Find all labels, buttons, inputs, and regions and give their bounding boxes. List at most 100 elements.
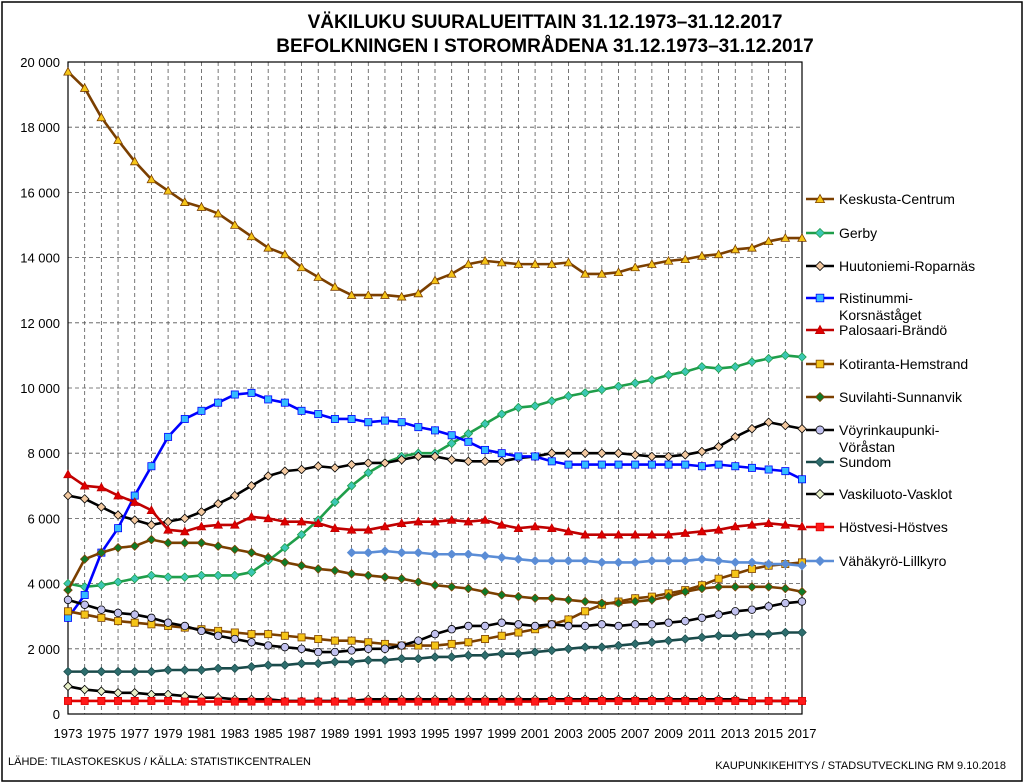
data-point (630, 596, 640, 607)
data-point (163, 185, 173, 195)
data-point (614, 460, 623, 469)
data-point (580, 268, 591, 278)
data-point (113, 666, 123, 677)
data-point (413, 288, 424, 298)
data-point (530, 556, 540, 566)
data-point (663, 556, 674, 566)
data-point (714, 574, 723, 583)
data-point (480, 621, 490, 631)
data-point (747, 463, 756, 472)
data-point (264, 630, 273, 639)
data-point (680, 528, 691, 537)
data-point (263, 552, 273, 563)
data-point (214, 398, 223, 407)
data-point (197, 406, 206, 415)
data-point (430, 629, 440, 639)
data-point (714, 696, 723, 705)
legend-entry: Ristinummi-Korsnäståget (806, 290, 922, 323)
data-point (496, 456, 507, 467)
data-point (697, 250, 707, 260)
data-point (563, 257, 574, 267)
data-point (96, 547, 107, 558)
data-point (297, 406, 306, 415)
data-point (613, 529, 624, 539)
y-axis-tick-labels: 0 2 000 4 000 6 000 8 000 10 000 12 000 14 000 1… (20, 55, 60, 722)
data-point (113, 490, 123, 500)
data-point (96, 112, 107, 122)
data-point (663, 370, 674, 380)
data-point (513, 648, 524, 659)
legend-label: Gerby (839, 225, 877, 241)
data-point (213, 519, 224, 529)
data-point (580, 388, 590, 398)
data-point (346, 459, 357, 470)
data-point (446, 438, 457, 449)
data-point (580, 448, 590, 458)
data-point (596, 529, 607, 539)
data-point (563, 391, 574, 401)
data-point (713, 441, 724, 452)
data-point (380, 546, 390, 556)
data-point (129, 666, 140, 677)
data-point (63, 585, 73, 595)
data-point (447, 625, 456, 634)
data-point (380, 644, 390, 653)
legend-entry: Keskusta-Centrum (806, 191, 955, 207)
data-point (196, 202, 207, 211)
data-point (614, 621, 623, 631)
series-palosaari-br-nd- (63, 469, 807, 539)
series-ristinummi-korsn-st-get (64, 388, 806, 622)
data-point (681, 616, 690, 626)
data-point (230, 390, 239, 399)
data-point (797, 627, 807, 638)
data-point (597, 448, 607, 458)
y-tick-label: 14 000 (20, 251, 60, 266)
data-point (380, 458, 390, 468)
data-point (547, 696, 556, 705)
data-point (480, 419, 490, 429)
data-point (814, 324, 826, 335)
series-line (351, 549, 803, 567)
data-point (531, 697, 540, 706)
data-point (363, 290, 374, 299)
data-point (564, 621, 573, 631)
data-point (396, 573, 407, 584)
y-tick-label: 6 000 (27, 511, 60, 526)
data-point (563, 526, 574, 536)
data-point (731, 696, 740, 705)
data-point (263, 242, 274, 252)
data-point (697, 696, 706, 705)
data-point (147, 462, 156, 471)
data-point (647, 696, 656, 705)
legend-entry: Kotiranta-Hemstrand (806, 356, 968, 372)
data-point (129, 515, 140, 525)
data-point (380, 416, 389, 425)
data-point (547, 556, 557, 566)
data-point (680, 450, 690, 460)
data-point (530, 647, 540, 657)
x-tick-label: 2005 (587, 726, 616, 741)
x-tick-label: 2017 (788, 726, 817, 741)
data-point (631, 460, 640, 469)
data-point (263, 471, 273, 481)
x-tick-label: 1997 (454, 726, 483, 741)
data-point (97, 613, 106, 622)
data-point (597, 557, 607, 568)
data-point (713, 556, 724, 566)
legend-label: Sundom (839, 454, 891, 470)
data-point (513, 591, 524, 602)
data-point (80, 610, 89, 619)
data-point (314, 647, 323, 657)
data-point (197, 626, 206, 636)
data-point (747, 357, 757, 367)
data-point (213, 663, 223, 674)
data-point (697, 583, 707, 594)
data-point (647, 595, 657, 605)
data-point (630, 378, 640, 388)
data-point (431, 697, 439, 706)
data-point (213, 541, 223, 551)
data-point (114, 617, 123, 626)
data-point (430, 516, 440, 526)
data-point (313, 658, 323, 669)
x-tick-label: 1979 (154, 726, 183, 741)
